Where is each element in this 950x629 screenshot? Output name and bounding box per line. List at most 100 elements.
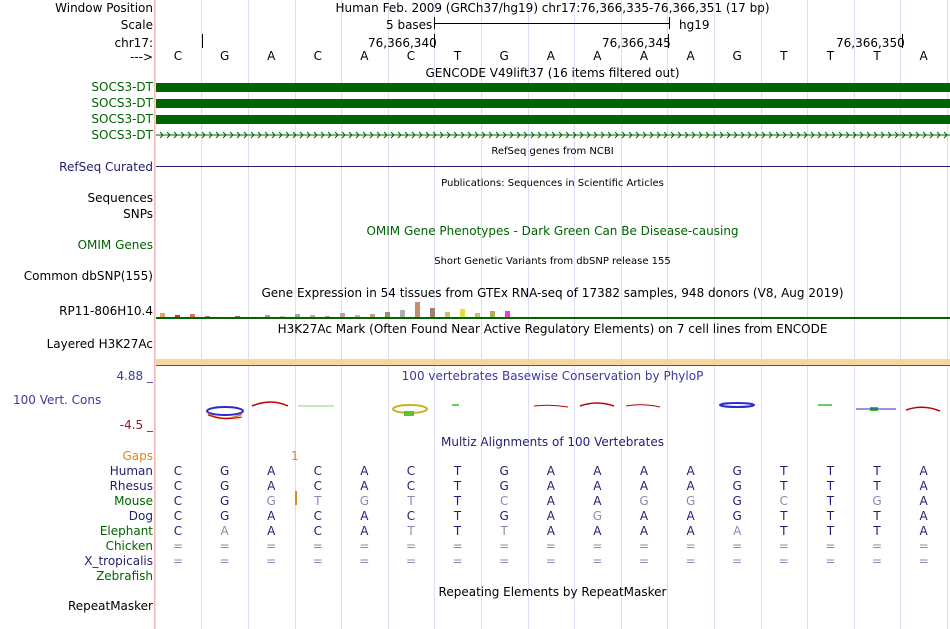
multiz-track-title[interactable]: Multiz Alignments of 100 Vertebrates: [440, 435, 665, 449]
alignment-base-xtrop: =: [825, 554, 836, 568]
species-label-xtropicalis[interactable]: X_tropicalis: [84, 554, 153, 568]
intron-chevron: [698, 131, 703, 139]
omim-label[interactable]: OMIM Genes: [77, 238, 153, 252]
base-grid-line: [714, 0, 715, 629]
base-grid-line: [900, 0, 901, 629]
alignment-base-elephant: A: [733, 524, 742, 538]
alignment-base-human: C: [406, 464, 416, 478]
gtex-tissue-bar[interactable]: [445, 312, 450, 318]
gtex-expression-bars[interactable]: [156, 298, 536, 318]
gtex-tissue-bar[interactable]: [310, 315, 315, 318]
intron-chevron: [817, 131, 822, 139]
snps-label[interactable]: SNPs: [123, 207, 153, 221]
intron-chevron: [516, 131, 521, 139]
intron-chevron: [306, 131, 311, 139]
gencode-gene-bar-3[interactable]: [156, 115, 950, 124]
alignment-base-human: C: [173, 464, 183, 478]
species-label-mouse[interactable]: Mouse: [114, 494, 153, 508]
phylop-track-title[interactable]: 100 vertebrates Basewise Conservation by…: [401, 369, 704, 383]
gencode-item-label-3[interactable]: SOCS3-DT: [91, 112, 153, 126]
intron-chevron: [866, 131, 871, 139]
gtex-gene-label[interactable]: RP11-806H10.4: [59, 304, 153, 318]
intron-chevron: [845, 131, 850, 139]
species-label-zebrafish[interactable]: Zebrafish: [96, 569, 153, 583]
gtex-track-title[interactable]: Gene Expression in 54 tissues from GTEx …: [261, 286, 844, 300]
gencode-item-label-1[interactable]: SOCS3-DT: [91, 80, 153, 94]
omim-track-title[interactable]: OMIM Gene Phenotypes - Dark Green Can Be…: [366, 224, 739, 238]
alignment-base-mouse: A: [593, 494, 602, 508]
gtex-tissue-bar[interactable]: [160, 313, 165, 318]
alignment-base-elephant: T: [826, 524, 835, 538]
gtex-tissue-bar[interactable]: [505, 311, 510, 318]
species-label-rhesus[interactable]: Rhesus: [109, 479, 153, 493]
base-grid-line: [667, 0, 668, 629]
gtex-tissue-bar[interactable]: [430, 308, 435, 318]
gencode-gene-bar-1[interactable]: [156, 83, 950, 92]
species-label-chicken[interactable]: Chicken: [105, 539, 153, 553]
gtex-tissue-bar[interactable]: [265, 315, 270, 318]
gencode-item-label-4[interactable]: SOCS3-DT: [91, 128, 153, 142]
dbsnp-label[interactable]: Common dbSNP(155): [23, 269, 153, 283]
alignment-base-elephant: A: [593, 524, 602, 538]
gtex-tissue-bar[interactable]: [340, 313, 345, 318]
refseq-line[interactable]: [156, 166, 950, 167]
intron-chevron: [418, 131, 423, 139]
publications-track-title[interactable]: Publications: Sequences in Scientific Ar…: [441, 178, 664, 189]
strand-arrow[interactable]: --->: [129, 50, 153, 64]
phylop-signal[interactable]: [156, 395, 950, 425]
dbsnp-track-title[interactable]: Short Genetic Variants from dbSNP releas…: [434, 256, 671, 267]
repeatmasker-label[interactable]: RepeatMasker: [67, 599, 153, 613]
gtex-tissue-bar[interactable]: [415, 302, 420, 318]
gtex-tissue-bar[interactable]: [400, 310, 405, 318]
gtex-tissue-bar[interactable]: [475, 313, 480, 318]
alignment-base-human: T: [873, 464, 881, 478]
sequence-base: T: [873, 49, 881, 63]
gencode-intron-line[interactable]: [156, 129, 950, 141]
gtex-tissue-bar[interactable]: [355, 315, 360, 318]
sequences-label[interactable]: Sequences: [87, 191, 153, 205]
gencode-item-label-2[interactable]: SOCS3-DT: [91, 96, 153, 110]
sequence-base: T: [826, 49, 835, 63]
refseq-label[interactable]: RefSeq Curated: [59, 160, 153, 174]
gencode-gene-bar-2[interactable]: [156, 99, 950, 108]
gtex-tissue-bar[interactable]: [295, 314, 300, 318]
gtex-tissue-bar[interactable]: [190, 314, 195, 318]
alignment-base-dog: C: [313, 509, 322, 523]
intron-chevron: [810, 131, 815, 139]
intron-chevron: [236, 131, 241, 139]
gtex-tissue-bar[interactable]: [490, 311, 495, 318]
phylop-track-label[interactable]: 100 Vert. Cons: [13, 393, 102, 407]
alignment-base-mouse: G: [219, 494, 230, 508]
gtex-tissue-bar[interactable]: [370, 314, 375, 318]
scale-bar-right-tick: [669, 17, 670, 29]
alignment-base-mouse: T: [453, 494, 462, 508]
repeatmasker-track-title[interactable]: Repeating Elements by RepeatMasker: [438, 585, 667, 599]
intron-chevron: [768, 131, 773, 139]
alignment-base-xtrop: =: [545, 554, 556, 568]
alignment-base-mouse: G: [732, 494, 742, 508]
intron-chevron: [278, 131, 283, 139]
gtex-tissue-bar[interactable]: [385, 312, 390, 318]
species-label-elephant[interactable]: Elephant: [99, 524, 153, 538]
alignment-base-dog: C: [406, 509, 416, 523]
gaps-label[interactable]: Gaps: [122, 449, 153, 463]
intron-chevron: [229, 131, 234, 139]
species-label-dog[interactable]: Dog: [128, 509, 153, 523]
alignment-base-human: T: [826, 464, 835, 478]
alignment-base-mouse: A: [546, 494, 555, 508]
h3k27ac-label[interactable]: Layered H3K27Ac: [46, 337, 153, 351]
intron-chevron: [663, 131, 668, 139]
intron-chevron: [334, 131, 339, 139]
assembly-position-text[interactable]: Human Feb. 2009 (GRCh37/hg19) chr17:76,3…: [335, 1, 770, 15]
alignment-base-rhesus: T: [873, 479, 881, 493]
species-label-human[interactable]: Human: [109, 464, 153, 478]
gencode-track-title[interactable]: GENCODE V49lift37 (16 items filtered out…: [425, 66, 680, 80]
alignment-base-human: A: [360, 464, 369, 478]
intron-chevron: [159, 131, 164, 139]
refseq-track-title[interactable]: RefSeq genes from NCBI: [491, 146, 614, 157]
gtex-tissue-bar[interactable]: [460, 309, 465, 318]
alignment-base-chicken: =: [592, 539, 603, 553]
gtex-tissue-bar[interactable]: [175, 315, 180, 318]
h3k27ac-signal-bar[interactable]: [156, 359, 950, 365]
h3k27ac-track-title[interactable]: H3K27Ac Mark (Often Found Near Active Re…: [277, 322, 828, 336]
